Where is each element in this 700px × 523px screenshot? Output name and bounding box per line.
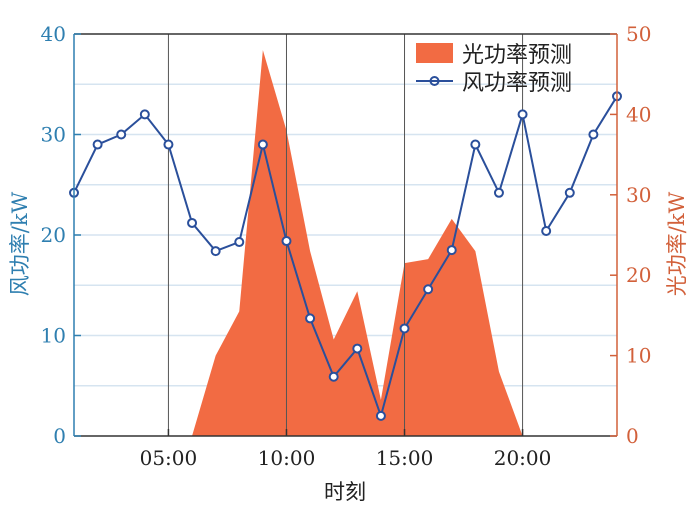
wind-point bbox=[352, 343, 363, 354]
legend-label-solar: 光功率预测 bbox=[462, 43, 572, 68]
wind-line-layer bbox=[69, 91, 622, 421]
tick-label-right: 20 bbox=[626, 263, 651, 287]
wind-point bbox=[305, 313, 316, 324]
wind-point bbox=[493, 187, 504, 198]
wind-point bbox=[541, 225, 552, 236]
tick-label-left: 10 bbox=[41, 324, 66, 348]
vertical-gridlines bbox=[167, 34, 524, 436]
tick-label-bottom: 20:00 bbox=[494, 446, 552, 470]
wind-line bbox=[73, 95, 618, 420]
wind-point bbox=[328, 371, 339, 382]
y-axis-label-left: 风功率/kW bbox=[8, 191, 32, 296]
wind-point bbox=[281, 236, 292, 247]
wind-point bbox=[163, 139, 174, 150]
legend-label-wind: 风功率预测 bbox=[462, 71, 572, 96]
y-axis-label-right: 光功率/kW bbox=[665, 191, 689, 296]
legend-swatch-solar bbox=[416, 43, 453, 63]
wind-point bbox=[139, 109, 150, 120]
legend-marker-wind bbox=[429, 76, 440, 86]
wind-point bbox=[423, 284, 434, 295]
wind-point bbox=[257, 139, 268, 150]
tick-label-bottom: 05:00 bbox=[140, 446, 198, 470]
axes bbox=[73, 33, 618, 437]
wind-point bbox=[375, 410, 386, 421]
tick-label-right: 10 bbox=[626, 344, 651, 368]
tick-label-right: 30 bbox=[626, 183, 651, 207]
tick-label-bottom: 10:00 bbox=[258, 446, 316, 470]
wind-point bbox=[92, 139, 103, 150]
tick-label-left: 30 bbox=[41, 123, 66, 147]
tick-label-left: 0 bbox=[53, 424, 66, 448]
tick-label-right: 50 bbox=[626, 22, 651, 46]
tick-label-right: 40 bbox=[626, 102, 651, 126]
wind-point bbox=[588, 129, 599, 140]
wind-point bbox=[116, 129, 127, 140]
solar-area-layer bbox=[192, 50, 523, 436]
tick-label-right: 0 bbox=[626, 424, 639, 448]
wind-point bbox=[470, 139, 481, 150]
wind-point bbox=[564, 187, 575, 198]
x-axis-label: 时刻 bbox=[324, 480, 366, 504]
legend: 光功率预测 风功率预测 bbox=[416, 43, 572, 96]
wind-point bbox=[210, 246, 221, 257]
wind-point bbox=[399, 323, 410, 334]
tick-label-left: 40 bbox=[41, 22, 66, 46]
wind-point bbox=[234, 237, 245, 248]
wind-point bbox=[446, 245, 457, 256]
horizontal-gridlines bbox=[74, 83, 617, 387]
tick-label-left: 20 bbox=[41, 223, 66, 247]
solar-area bbox=[192, 50, 523, 436]
wind-point bbox=[517, 109, 528, 120]
wind-point bbox=[187, 217, 198, 228]
tick-label-bottom: 15:00 bbox=[376, 446, 434, 470]
tick-labels: 0 10 20 30 40 0 10 20 30 40 50 05:00 10:00 15:00 20:00 bbox=[41, 22, 652, 470]
